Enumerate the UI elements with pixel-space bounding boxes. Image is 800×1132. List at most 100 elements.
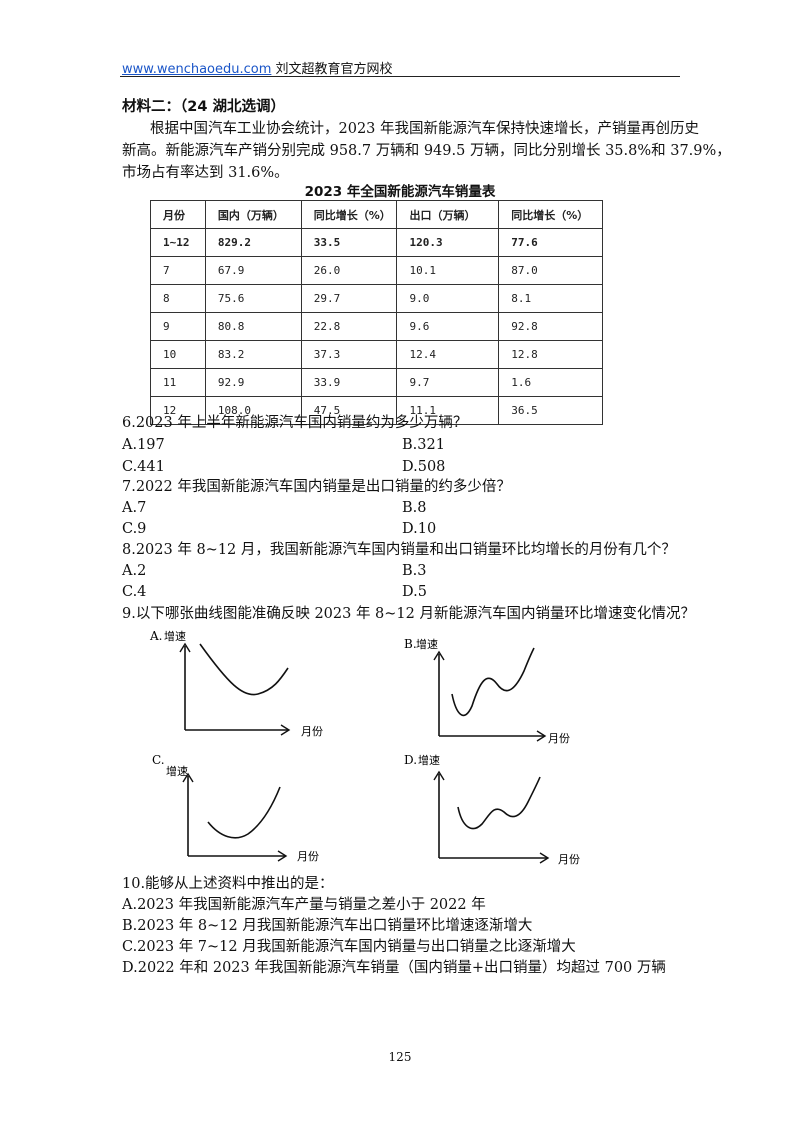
- table-cell: 9.7: [396, 368, 500, 397]
- graph-d-y-arrow: [433, 770, 445, 781]
- table-cell: 11: [150, 368, 206, 397]
- table-cell: 26.0: [300, 256, 398, 285]
- q7-option-c[interactable]: C.9: [122, 521, 147, 537]
- table-cell: 829.2: [204, 228, 302, 257]
- table-row: 1~12 829.2 33.5 120.3 77.6: [150, 228, 603, 257]
- graph-a-xlabel: 月份: [301, 725, 323, 738]
- table-cell: 33.5: [300, 228, 398, 257]
- table-cell: 9.6: [396, 312, 500, 341]
- graph-b-ylabel: 增速: [416, 637, 438, 651]
- table-cell: 1.6: [498, 368, 603, 397]
- graph-a-curve: [199, 643, 289, 696]
- q10-option-c[interactable]: C.2023 年 7~12 月我国新能源汽车国内销量与出口销量之比逐渐增大: [122, 939, 576, 955]
- graph-d-letter: D.: [404, 753, 417, 767]
- table-cell: 108.0: [204, 396, 302, 425]
- table-cell: 10: [150, 340, 206, 369]
- table-row: 8 75.6 29.7 9.0 8.1: [150, 284, 603, 313]
- graph-a-ylabel: 增速: [164, 629, 186, 643]
- material-line-1: 根据中国汽车工业协会统计，2023 年我国新能源汽车保持快速增长，产销量再创历史: [150, 121, 700, 137]
- table-cell: 33.9: [300, 368, 398, 397]
- page-number: 125: [388, 1050, 412, 1064]
- graph-b-y-arrow: [433, 650, 445, 661]
- graph-c-letter: C.: [152, 753, 165, 767]
- question-10-stem: 10.能够从上述资料中推出的是：: [122, 876, 334, 892]
- q6-option-c[interactable]: C.441: [122, 459, 165, 475]
- q6-option-a[interactable]: A.197: [122, 437, 165, 453]
- table-cell: 12.8: [498, 340, 603, 369]
- table-cell: 1~12: [150, 228, 206, 257]
- table-title: 2023 年全国新能源汽车销量表: [304, 184, 496, 200]
- col-header-export-growth: 同比增长（%）: [498, 200, 603, 229]
- table-cell: 92.8: [498, 312, 603, 341]
- table-cell: 75.6: [204, 284, 302, 313]
- graph-a-y-arrow: [179, 642, 191, 653]
- graph-a-x-arrow: [280, 724, 291, 736]
- graph-a-letter: A.: [149, 629, 162, 643]
- q8-option-c[interactable]: C.4: [122, 584, 147, 600]
- graph-b-letter: B.: [404, 637, 417, 651]
- table-cell: 9: [150, 312, 206, 341]
- table-cell: 77.6: [498, 228, 603, 257]
- table-cell: 87.0: [498, 256, 603, 285]
- table-cell: 80.8: [204, 312, 302, 341]
- material-heading: 材料二：（24 湖北选调）: [122, 99, 285, 115]
- graph-c-curve: [207, 786, 281, 839]
- table-row: 9 80.8 22.8 9.6 92.8: [150, 312, 603, 341]
- graph-b-x-arrow: [536, 730, 547, 742]
- graph-c-y-arrow: [182, 772, 194, 783]
- q8-option-d[interactable]: D.5: [402, 584, 427, 600]
- col-header-month: 月份: [150, 200, 206, 229]
- page-header: www.wenchaoedu.com 刘文超教育官方网校: [122, 58, 393, 77]
- site-link[interactable]: www.wenchaoedu.com: [122, 62, 272, 77]
- q6-option-b[interactable]: B.321: [402, 437, 445, 453]
- graph-c-xlabel: 月份: [297, 850, 319, 863]
- graph-a[interactable]: A. 增速 月份: [148, 628, 338, 746]
- table-cell: 12: [150, 396, 206, 425]
- graph-b[interactable]: B. 增速 月份: [402, 636, 592, 754]
- q10-option-b[interactable]: B.2023 年 8~12 月我国新能源汽车出口销量环比增速逐渐增大: [122, 918, 533, 934]
- material-line-3: 市场占有率达到 31.6%。: [122, 165, 289, 181]
- table-cell: 8.1: [498, 284, 603, 313]
- table-cell: 9.0: [396, 284, 500, 313]
- q10-option-d[interactable]: D.2022 年和 2023 年我国新能源汽车销量（国内销量+出口销量）均超过 …: [122, 960, 666, 976]
- header-rule: [120, 76, 680, 77]
- q8-option-a[interactable]: A.2: [122, 563, 147, 579]
- graph-c-ylabel: 增速: [166, 764, 188, 778]
- q10-option-a[interactable]: A.2023 年我国新能源汽车产量与销量之差小于 2022 年: [122, 897, 486, 913]
- table-cell: 11.1: [396, 396, 500, 425]
- col-header-domestic-growth: 同比增长（%）: [300, 200, 398, 229]
- question-6-stem: 6.2023 年上半年新能源汽车国内销量约为多少万辆？: [122, 415, 468, 431]
- table-row: 12 108.0 47.5 11.1 36.5: [150, 396, 603, 425]
- table-cell: 36.5: [498, 396, 603, 425]
- col-header-export: 出口（万辆）: [396, 200, 500, 229]
- table-cell: 37.3: [300, 340, 398, 369]
- graph-c[interactable]: C. 增速 月份: [150, 752, 340, 868]
- graph-b-xlabel: 月份: [548, 732, 570, 745]
- graph-d-ylabel: 增速: [418, 753, 440, 767]
- graph-d-xlabel: 月份: [558, 853, 580, 866]
- q7-option-b[interactable]: B.8: [402, 500, 427, 516]
- question-7-stem: 7.2022 年我国新能源汽车国内销量是出口销量的约多少倍？: [122, 479, 511, 495]
- school-name: 刘文超教育官方网校: [271, 62, 393, 77]
- table-header-row: 月份 国内（万辆） 同比增长（%） 出口（万辆） 同比增长（%）: [150, 200, 603, 229]
- q7-option-a[interactable]: A.7: [122, 500, 147, 516]
- graph-c-x-arrow: [277, 850, 288, 862]
- material-line-2: 新高。新能源汽车产销分别完成 958.7 万辆和 949.5 万辆，同比分别增长…: [122, 143, 731, 159]
- table-cell: 10.1: [396, 256, 500, 285]
- sales-table: 月份 国内（万辆） 同比增长（%） 出口（万辆） 同比增长（%） 1~12 82…: [150, 200, 603, 425]
- table-cell: 7: [150, 256, 206, 285]
- question-8-stem: 8.2023 年 8~12 月，我国新能源汽车国内销量和出口销量环比均增长的月份…: [122, 542, 676, 558]
- graph-d[interactable]: D. 增速 月份: [402, 752, 592, 868]
- q8-option-b[interactable]: B.3: [402, 563, 427, 579]
- q7-option-d[interactable]: D.10: [402, 521, 437, 537]
- question-9-stem: 9.以下哪张曲线图能准确反映 2023 年 8~12 月新能源汽车国内销量环比增…: [122, 606, 695, 622]
- table-cell: 67.9: [204, 256, 302, 285]
- table-cell: 120.3: [396, 228, 500, 257]
- graph-b-curve: [451, 647, 535, 717]
- table-cell: 29.7: [300, 284, 398, 313]
- table-row: 10 83.2 37.3 12.4 12.8: [150, 340, 603, 369]
- q6-option-d[interactable]: D.508: [402, 459, 446, 475]
- table-row: 7 67.9 26.0 10.1 87.0: [150, 256, 603, 285]
- table-cell: 92.9: [204, 368, 302, 397]
- table-cell: 22.8: [300, 312, 398, 341]
